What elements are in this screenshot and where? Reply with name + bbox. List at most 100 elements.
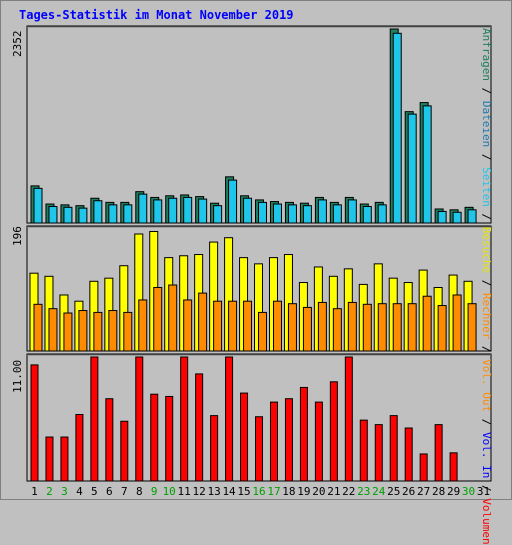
bar-dateien-3 [63, 206, 73, 224]
bar-volumen-1 [30, 364, 39, 482]
bar-rechner-13 [213, 300, 223, 352]
bar-rechner-19 [302, 306, 312, 352]
day-label-13: 13 [207, 485, 221, 498]
bar-dateien-20 [317, 199, 327, 224]
bar-rechner-26 [407, 303, 417, 352]
bar-rechner-29 [452, 294, 462, 352]
bar-rechner-10 [168, 284, 178, 352]
bar-dateien-29 [452, 211, 462, 224]
legend-item-6: Besuche [480, 226, 493, 274]
day-label-9: 9 [150, 485, 158, 498]
bar-rechner-7 [123, 311, 133, 352]
bar-rechner-14 [228, 300, 238, 352]
bar-dateien-23 [362, 206, 372, 224]
bar-volumen-5 [90, 356, 99, 482]
legend-item-11: / [480, 412, 493, 433]
panel-3-y-max-label: 11.00 [11, 359, 24, 393]
bar-volumen-19 [299, 386, 308, 482]
bar-rechner-3 [63, 312, 73, 352]
bar-volumen-13 [210, 415, 219, 482]
bar-rechner-1 [33, 303, 43, 352]
bar-rechner-16 [258, 311, 268, 352]
bar-dateien-16 [258, 201, 268, 224]
day-label-8: 8 [135, 485, 143, 498]
bar-volumen-2 [45, 436, 54, 482]
day-label-28: 28 [431, 485, 446, 498]
bar-volumen-20 [314, 401, 323, 482]
day-label-27: 27 [417, 485, 431, 498]
bar-dateien-4 [78, 207, 88, 224]
bar-volumen-10 [165, 395, 174, 482]
legend-item-3: / [480, 147, 493, 168]
legend-item-2: Dateien [480, 100, 493, 148]
legend-item-10: Vol. Out [480, 359, 493, 413]
day-label-1: 1 [31, 485, 38, 498]
day-label-23: 23 [357, 485, 371, 498]
day-label-22: 22 [342, 485, 356, 498]
bar-volumen-9 [150, 393, 159, 482]
bar-dateien-2 [48, 206, 58, 224]
day-label-30: 30 [461, 485, 476, 498]
day-label-11: 11 [177, 485, 191, 498]
bar-dateien-9 [153, 199, 163, 224]
bar-rechner-20 [317, 301, 327, 352]
bar-volumen-27 [419, 453, 428, 482]
bar-volumen-6 [105, 398, 114, 482]
day-label-3: 3 [61, 485, 68, 498]
bar-rechner-8 [138, 299, 148, 352]
bar-volumen-16 [255, 416, 264, 482]
bar-rechner-11 [183, 299, 193, 352]
day-label-24: 24 [372, 485, 386, 498]
day-label-21: 21 [327, 485, 341, 498]
day-label-29: 29 [446, 485, 461, 498]
day-label-16: 16 [252, 485, 266, 498]
bar-volumen-24 [374, 424, 383, 482]
bar-volumen-17 [269, 401, 278, 482]
bar-dateien-14 [228, 179, 238, 224]
day-label-26: 26 [402, 485, 416, 498]
bar-volumen-29 [449, 452, 458, 482]
panel-2-y-max-label: 196 [11, 226, 24, 246]
bar-volumen-21 [329, 381, 338, 482]
bar-dateien-13 [213, 205, 223, 224]
legend-item-0: Anfragen [480, 28, 493, 81]
bar-volumen-26 [404, 427, 413, 482]
legend-item-4: Seiten [480, 167, 493, 207]
bar-dateien-10 [168, 197, 178, 224]
legend-item-8: Rechner [480, 292, 493, 340]
day-label-6: 6 [106, 485, 113, 498]
bar-rechner-30 [467, 303, 477, 352]
bar-volumen-28 [434, 424, 443, 482]
day-label-20: 20 [312, 485, 326, 498]
bar-volumen-14 [225, 356, 234, 482]
day-label-12: 12 [192, 485, 206, 498]
bar-volumen-4 [75, 413, 84, 482]
bar-dateien-12 [198, 198, 208, 224]
bar-rechner-12 [198, 292, 208, 352]
day-label-2: 2 [46, 485, 53, 498]
legend-item-9: / [480, 339, 493, 360]
day-label-14: 14 [222, 485, 236, 498]
bar-dateien-22 [347, 199, 357, 224]
day-label-18: 18 [282, 485, 296, 498]
bar-rechner-9 [153, 287, 163, 352]
legend-item-14: Volumen [480, 498, 493, 545]
bar-rechner-27 [422, 295, 432, 352]
bar-dateien-19 [302, 205, 312, 224]
bar-rechner-6 [108, 310, 118, 352]
day-label-4: 4 [76, 485, 83, 498]
legend-right: Anfragen / Dateien / Seiten / Besuche / … [477, 28, 493, 545]
panel-1-y-max-label: 2352 [11, 30, 24, 58]
bar-rechner-28 [437, 305, 447, 352]
day-label-31: 31 [476, 485, 491, 498]
day-label-15: 15 [237, 485, 251, 498]
bar-dateien-17 [272, 203, 282, 224]
bar-rechner-5 [93, 311, 103, 352]
legend-item-7: / [480, 273, 493, 293]
bar-dateien-21 [332, 204, 342, 224]
bar-dateien-25 [392, 32, 402, 224]
bar-rechner-4 [78, 310, 88, 352]
bar-volumen-23 [359, 419, 368, 482]
bar-dateien-24 [377, 204, 387, 224]
bar-dateien-11 [183, 196, 193, 224]
